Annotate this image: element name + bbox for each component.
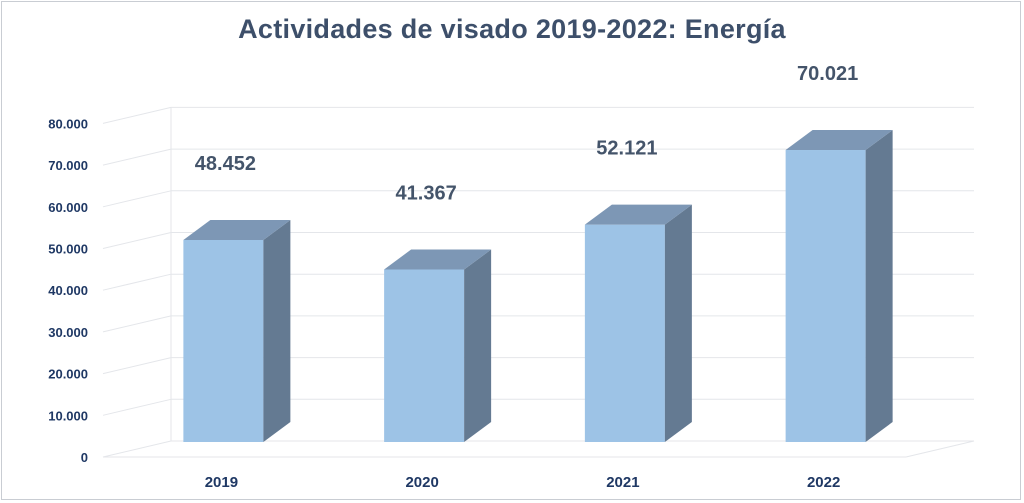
gridline-side (102, 190, 172, 208)
y-tick-label: 40.000 (48, 283, 88, 298)
bar-side (865, 130, 893, 442)
y-tick-label: 60.000 (48, 200, 88, 215)
gridline-side (102, 232, 172, 249)
x-tick-label: 2021 (606, 474, 639, 491)
bar-front (183, 239, 264, 442)
data-label: 41.367 (396, 182, 457, 204)
bar-top (785, 130, 893, 151)
bar-side (464, 249, 492, 442)
y-tick-label: 30.000 (48, 325, 88, 340)
gridline-side (102, 148, 172, 166)
x-tick-label: 2022 (807, 474, 840, 491)
floor-right-edge (905, 440, 975, 458)
gridline-side (102, 106, 172, 124)
gridline-side (102, 357, 172, 375)
gridline-side (102, 440, 172, 458)
bar-side (263, 219, 291, 442)
bar-front (584, 224, 665, 442)
y-tick-label: 0 (81, 450, 88, 465)
gridline-side (102, 273, 172, 291)
data-label: 52.121 (596, 138, 657, 160)
gridline-side (102, 315, 172, 333)
x-tick-label: 2019 (205, 474, 238, 491)
bar-front (785, 150, 866, 442)
data-label: 48.452 (195, 153, 256, 175)
x-tick-label: 2020 (405, 474, 438, 491)
chart-title: Actividades de visado 2019-2022: Energía (238, 14, 786, 44)
bar-top (384, 249, 492, 270)
y-tick-label: 10.000 (48, 408, 88, 423)
data-label: 70.021 (797, 63, 858, 85)
bar-front (384, 269, 465, 442)
bar-side (664, 204, 692, 442)
bar-top (584, 204, 692, 225)
y-tick-label: 80.000 (48, 116, 88, 131)
y-tick-label: 70.000 (48, 158, 88, 173)
y-tick-label: 20.000 (48, 367, 88, 382)
gridline-side (102, 398, 172, 416)
y-tick-label: 50.000 (48, 242, 88, 257)
bar-top (183, 219, 291, 240)
